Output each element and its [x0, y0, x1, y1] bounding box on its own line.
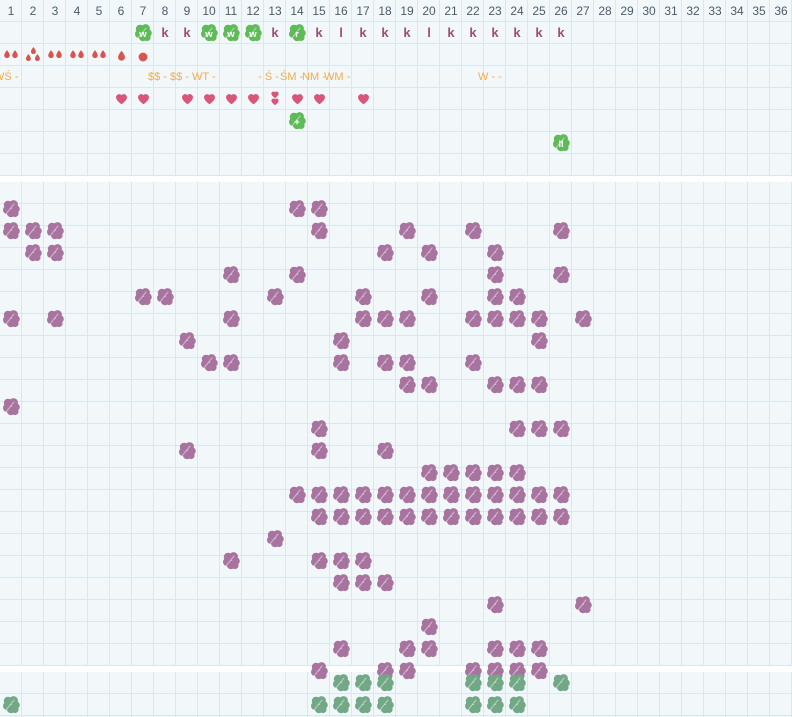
svg-text:r: r	[295, 29, 299, 40]
svg-text:II: II	[558, 139, 563, 150]
svg-text:w: w	[204, 29, 213, 40]
svg-text:w: w	[138, 29, 147, 40]
svg-text:+: +	[294, 117, 300, 128]
svg-text:w: w	[226, 29, 235, 40]
svg-text:w: w	[248, 29, 257, 40]
